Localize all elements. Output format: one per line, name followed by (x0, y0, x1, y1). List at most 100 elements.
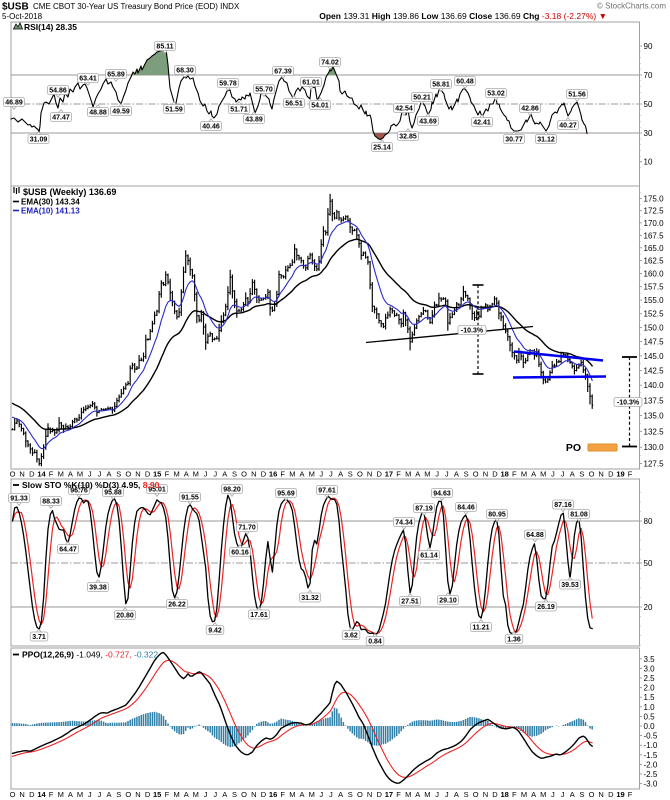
svg-text:M: M (193, 790, 199, 799)
svg-text:N: N (598, 790, 603, 799)
svg-text:F: F (396, 470, 401, 479)
svg-text:M: M (173, 790, 179, 799)
svg-text:M: M (193, 470, 199, 479)
svg-text:-2.0: -2.0 (644, 760, 658, 769)
svg-text:51.56: 51.56 (568, 92, 586, 99)
svg-text:S: S (232, 470, 237, 479)
svg-text:EMA(30) 143.34: EMA(30) 143.34 (21, 198, 80, 207)
svg-text:A: A (415, 790, 420, 799)
svg-text:17: 17 (385, 790, 393, 799)
svg-text:J: J (88, 470, 92, 479)
svg-text:74.34: 74.34 (395, 520, 413, 527)
svg-text:145.0: 145.0 (644, 352, 665, 361)
svg-text:F: F (628, 470, 633, 479)
svg-text:-0.5: -0.5 (644, 732, 658, 741)
svg-text:71.70: 71.70 (238, 525, 256, 532)
svg-text:S: S (464, 790, 469, 799)
svg-text:A: A (184, 470, 189, 479)
svg-text:80: 80 (644, 517, 653, 526)
svg-text:M: M (309, 790, 315, 799)
svg-text:175.0: 175.0 (644, 195, 665, 204)
svg-text:88.33: 88.33 (42, 499, 60, 506)
svg-text:S: S (579, 790, 584, 799)
svg-text:A: A (222, 790, 227, 799)
svg-text:D: D (608, 790, 614, 799)
svg-text:61.01: 61.01 (302, 80, 320, 87)
svg-text:17.61: 17.61 (250, 612, 268, 619)
svg-text:A: A (531, 790, 536, 799)
svg-text:94.63: 94.63 (433, 491, 451, 498)
svg-text:-1.5: -1.5 (644, 751, 658, 760)
svg-text:2.0: 2.0 (644, 684, 656, 693)
svg-text:0.84: 0.84 (368, 639, 382, 646)
svg-text:0.0: 0.0 (644, 722, 656, 731)
svg-text:152.5: 152.5 (644, 310, 665, 319)
svg-text:54.01: 54.01 (311, 103, 329, 110)
svg-text:N: N (367, 790, 372, 799)
svg-text:J: J (551, 470, 555, 479)
svg-text:56.51: 56.51 (285, 101, 303, 108)
svg-text:O: O (357, 470, 363, 479)
svg-text:D: D (376, 790, 382, 799)
svg-text:F: F (49, 470, 54, 479)
svg-text:-1.0: -1.0 (644, 741, 658, 750)
svg-text:J: J (204, 790, 208, 799)
svg-text:M: M (521, 790, 527, 799)
svg-text:91.55: 91.55 (181, 495, 199, 502)
svg-text:O: O (589, 790, 595, 799)
svg-text:N: N (19, 470, 24, 479)
svg-text:F: F (512, 470, 517, 479)
svg-text:40.27: 40.27 (559, 123, 577, 130)
svg-text:19: 19 (616, 470, 624, 479)
svg-text:96.76: 96.76 (70, 488, 88, 495)
svg-text:16: 16 (269, 790, 277, 799)
svg-text:F: F (628, 790, 633, 799)
svg-text:M: M (540, 790, 546, 799)
svg-text:172.5: 172.5 (644, 207, 665, 216)
svg-text:150.0: 150.0 (644, 324, 665, 333)
svg-text:S: S (579, 470, 584, 479)
svg-text:26.22: 26.22 (168, 602, 186, 609)
svg-text:95.01: 95.01 (148, 487, 166, 494)
svg-text:D: D (145, 470, 151, 479)
svg-text:N: N (19, 790, 24, 799)
svg-text:A: A (106, 790, 111, 799)
svg-text:135.0: 135.0 (644, 412, 665, 421)
svg-text:43.89: 43.89 (245, 117, 263, 124)
svg-text:O: O (10, 790, 16, 799)
svg-text:40.46: 40.46 (202, 124, 220, 131)
svg-text:55.70: 55.70 (255, 87, 273, 94)
svg-text:3.62: 3.62 (344, 633, 358, 640)
svg-text:160.0: 160.0 (644, 270, 665, 279)
svg-text:91.33: 91.33 (10, 496, 28, 503)
svg-text:15: 15 (153, 790, 161, 799)
svg-text:F: F (165, 470, 170, 479)
svg-text:51.59: 51.59 (165, 107, 183, 114)
svg-text:N: N (483, 790, 488, 799)
svg-text:M: M (424, 470, 430, 479)
svg-text:N: N (367, 470, 372, 479)
svg-text:A: A (454, 470, 459, 479)
svg-text:RSI(14) 28.35: RSI(14) 28.35 (24, 22, 77, 32)
svg-text:32.85: 32.85 (399, 134, 417, 141)
svg-text:J: J (204, 470, 208, 479)
svg-text:O: O (125, 470, 131, 479)
svg-text:16: 16 (269, 470, 277, 479)
svg-text:11.21: 11.21 (472, 625, 489, 632)
svg-text:50.21: 50.21 (413, 95, 431, 102)
svg-text:39.53: 39.53 (561, 582, 579, 589)
svg-text:26.19: 26.19 (537, 604, 555, 611)
svg-text:49.59: 49.59 (112, 109, 130, 116)
svg-text:51.71: 51.71 (230, 107, 248, 114)
svg-text:87.19: 87.19 (415, 506, 433, 513)
svg-text:M: M (405, 470, 411, 479)
svg-text:5-Oct-2018: 5-Oct-2018 (2, 12, 43, 21)
svg-text:53.02: 53.02 (487, 91, 505, 98)
svg-text:CME CBOT 30-Year US Treasury B: CME CBOT 30-Year US Treasury Bond Price … (33, 2, 240, 11)
svg-text:© StockCharts.com: © StockCharts.com (597, 2, 666, 11)
svg-text:A: A (338, 470, 343, 479)
svg-text:O: O (241, 470, 247, 479)
svg-text:74.02: 74.02 (321, 60, 339, 67)
svg-text:A: A (531, 470, 536, 479)
svg-text:167.5: 167.5 (644, 231, 665, 240)
